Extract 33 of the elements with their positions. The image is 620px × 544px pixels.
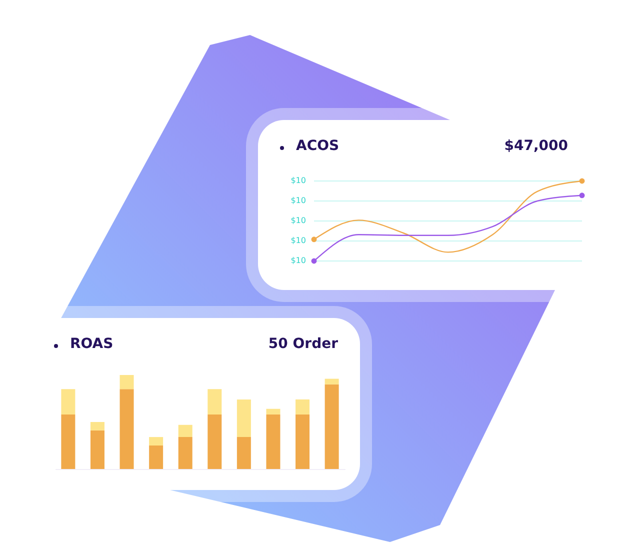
text: $10: [290, 216, 306, 225]
point: [311, 236, 317, 242]
bar: [149, 446, 164, 469]
point: [579, 192, 585, 198]
chart-subtitle: 50 Order: [268, 336, 338, 352]
chart-title: ACOS: [296, 138, 340, 154]
bar: [266, 414, 280, 469]
chart-subtitle: $47,000: [504, 138, 568, 154]
point: [579, 178, 585, 184]
chart-title: ROAS: [70, 336, 114, 352]
bar: [296, 414, 310, 469]
bar: [178, 424, 192, 438]
bar: [266, 408, 280, 414]
text: $10: [290, 196, 306, 205]
bar: [61, 389, 76, 414]
bar: [236, 437, 251, 469]
text: $10: [290, 256, 306, 265]
bar: [208, 414, 222, 469]
point: [311, 258, 317, 264]
bar: [90, 430, 104, 469]
bar: [120, 375, 134, 390]
bar: [208, 389, 222, 414]
bar: [149, 437, 164, 446]
bar: [90, 422, 104, 430]
bar: [120, 389, 134, 469]
bar: [324, 384, 339, 469]
bar: [236, 399, 251, 438]
text: $10: [290, 236, 306, 245]
bar: [178, 437, 192, 469]
text: $10: [290, 176, 306, 185]
bar: [61, 414, 76, 469]
bar: [324, 378, 339, 384]
bar: [296, 399, 310, 414]
